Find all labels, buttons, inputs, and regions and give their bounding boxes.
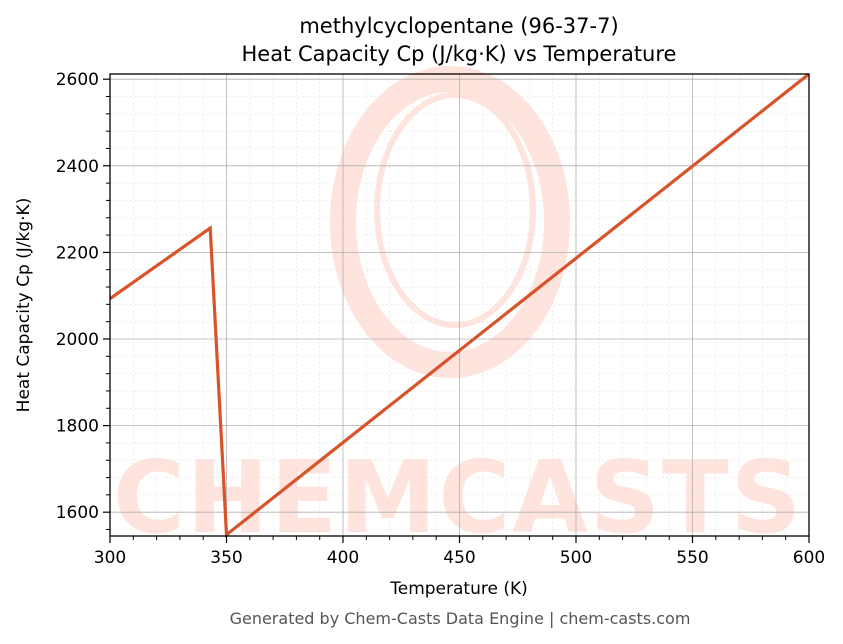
footer-credit: Generated by Chem-Casts Data Engine | ch… [230,609,691,628]
x-axis-label: Temperature (K) [389,579,528,599]
series-layer [109,72,810,538]
y-tick-labels: 1600 1800 2000 2200 2400 2600 [56,70,99,523]
x-tick-label: 350 [210,548,242,568]
axis-ticks [103,78,810,543]
x-tick-label: 500 [560,548,592,568]
x-tick-label: 300 [94,548,126,568]
y-tick-label: 2400 [56,157,99,177]
x-tick-label: 450 [443,548,475,568]
x-tick-labels: 300 350 400 450 500 550 600 [94,548,825,568]
x-tick-label: 550 [676,548,708,568]
y-tick-label: 1600 [56,503,99,523]
watermark-text: CHEMCASTS [113,439,803,556]
brush-circle-logo [330,66,570,378]
y-tick-label: 1800 [56,417,99,437]
heat-capacity-line [109,72,810,538]
x-tick-label: 600 [793,548,825,568]
y-tick-label: 2000 [56,330,99,350]
chart-title-line-1: methylcyclopentane (96-37-7) [299,14,618,38]
y-tick-label: 2600 [56,70,99,90]
chart-title-line-2: Heat Capacity Cp (J/kg·K) vs Temperature [242,42,677,66]
x-tick-label: 400 [327,548,359,568]
y-axis-label: Heat Capacity Cp (J/kg·K) [14,198,34,413]
y-tick-label: 2200 [56,243,99,263]
